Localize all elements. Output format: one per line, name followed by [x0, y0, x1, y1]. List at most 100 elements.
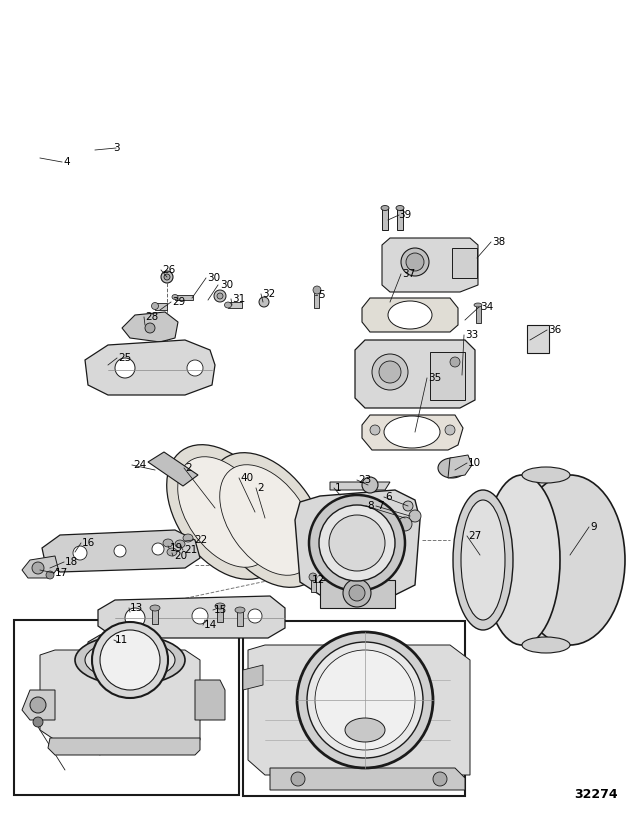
Polygon shape [448, 455, 472, 478]
Ellipse shape [345, 718, 385, 742]
Polygon shape [98, 596, 285, 638]
Ellipse shape [307, 642, 423, 758]
Polygon shape [330, 482, 390, 490]
Ellipse shape [406, 253, 424, 271]
Ellipse shape [161, 271, 173, 283]
Text: 39: 39 [398, 210, 411, 220]
Polygon shape [362, 415, 463, 450]
Polygon shape [85, 340, 215, 395]
Polygon shape [42, 530, 200, 572]
Text: 31: 31 [232, 294, 245, 304]
Ellipse shape [151, 302, 158, 310]
Ellipse shape [215, 603, 225, 609]
Text: 15: 15 [214, 605, 227, 615]
Bar [152, 608, 158, 624]
Ellipse shape [453, 490, 513, 630]
Polygon shape [248, 645, 470, 775]
Ellipse shape [214, 290, 226, 302]
Ellipse shape [217, 293, 223, 299]
Ellipse shape [484, 475, 560, 645]
Bar [311, 577, 316, 592]
Ellipse shape [409, 510, 421, 522]
Ellipse shape [372, 354, 408, 390]
Ellipse shape [32, 562, 44, 574]
Text: 6: 6 [385, 492, 392, 502]
Text: 24: 24 [133, 460, 146, 470]
Text: 1: 1 [335, 483, 342, 493]
Ellipse shape [349, 585, 365, 601]
Ellipse shape [329, 515, 385, 571]
Text: 37: 37 [402, 269, 415, 279]
Ellipse shape [343, 579, 371, 607]
Polygon shape [295, 490, 420, 595]
Ellipse shape [259, 297, 269, 307]
Text: 8: 8 [367, 501, 373, 511]
Text: 11: 11 [115, 635, 128, 645]
Ellipse shape [46, 571, 54, 579]
Bar [155, 303, 167, 310]
Ellipse shape [235, 607, 245, 613]
Ellipse shape [125, 608, 145, 628]
Bar [14, 620, 239, 795]
Text: 21: 21 [184, 545, 197, 555]
Ellipse shape [177, 457, 272, 568]
Ellipse shape [187, 360, 203, 376]
Ellipse shape [450, 357, 460, 367]
Ellipse shape [396, 206, 404, 210]
Ellipse shape [401, 248, 429, 276]
Ellipse shape [445, 425, 455, 435]
Ellipse shape [370, 425, 380, 435]
Ellipse shape [167, 548, 177, 556]
Bar [217, 606, 223, 622]
Text: 40: 40 [240, 473, 253, 483]
Polygon shape [40, 650, 200, 740]
Ellipse shape [398, 517, 412, 531]
Ellipse shape [309, 495, 405, 591]
Ellipse shape [92, 622, 168, 698]
Ellipse shape [515, 475, 625, 645]
Ellipse shape [220, 464, 314, 575]
Ellipse shape [100, 630, 160, 690]
Polygon shape [362, 298, 458, 332]
Polygon shape [122, 312, 178, 342]
Ellipse shape [73, 546, 87, 560]
Text: 10: 10 [468, 458, 481, 468]
Ellipse shape [438, 458, 466, 478]
Text: 17: 17 [55, 568, 68, 578]
Polygon shape [22, 556, 58, 578]
Text: 12: 12 [312, 575, 325, 585]
Text: 33: 33 [465, 330, 478, 340]
Text: 5: 5 [318, 290, 324, 300]
Ellipse shape [111, 641, 125, 655]
Text: 25: 25 [118, 353, 131, 363]
Polygon shape [88, 632, 150, 660]
Text: 20: 20 [174, 551, 187, 561]
Ellipse shape [388, 301, 432, 329]
Bar [527, 325, 549, 353]
Ellipse shape [183, 534, 193, 542]
Text: 32: 32 [262, 289, 275, 299]
Ellipse shape [192, 608, 208, 624]
Ellipse shape [150, 605, 160, 611]
Ellipse shape [433, 772, 447, 786]
Text: 34: 34 [480, 302, 494, 312]
Ellipse shape [384, 416, 440, 448]
Bar [243, 621, 465, 796]
Text: 36: 36 [548, 325, 561, 335]
Ellipse shape [403, 501, 413, 511]
Ellipse shape [522, 637, 570, 653]
Text: 18: 18 [65, 557, 78, 567]
Ellipse shape [474, 303, 482, 307]
Text: 28: 28 [145, 312, 158, 322]
Polygon shape [355, 340, 475, 408]
Bar [237, 610, 243, 626]
Polygon shape [195, 680, 225, 720]
Ellipse shape [461, 500, 505, 620]
Bar [382, 208, 388, 230]
Polygon shape [243, 665, 263, 690]
Ellipse shape [167, 445, 283, 579]
Ellipse shape [172, 295, 178, 300]
Text: 2: 2 [257, 483, 264, 493]
Ellipse shape [175, 540, 185, 548]
Polygon shape [382, 238, 478, 292]
